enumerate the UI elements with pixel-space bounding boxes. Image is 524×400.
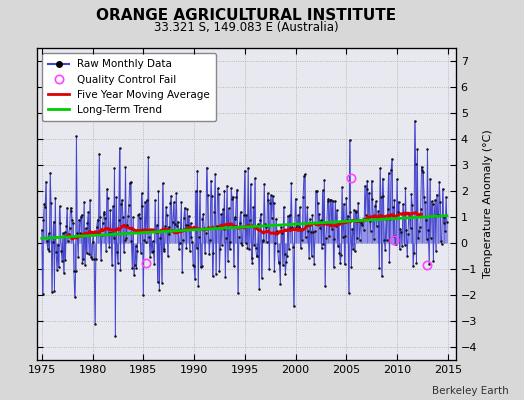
Text: Berkeley Earth: Berkeley Earth <box>432 386 508 396</box>
Text: 33.321 S, 149.083 E (Australia): 33.321 S, 149.083 E (Australia) <box>154 21 339 34</box>
Y-axis label: Temperature Anomaly (°C): Temperature Anomaly (°C) <box>483 130 493 278</box>
Legend: Raw Monthly Data, Quality Control Fail, Five Year Moving Average, Long-Term Tren: Raw Monthly Data, Quality Control Fail, … <box>42 53 216 121</box>
Title: ORANGE AGRICULTURAL INSTITUTE: ORANGE AGRICULTURAL INSTITUTE <box>96 8 396 23</box>
